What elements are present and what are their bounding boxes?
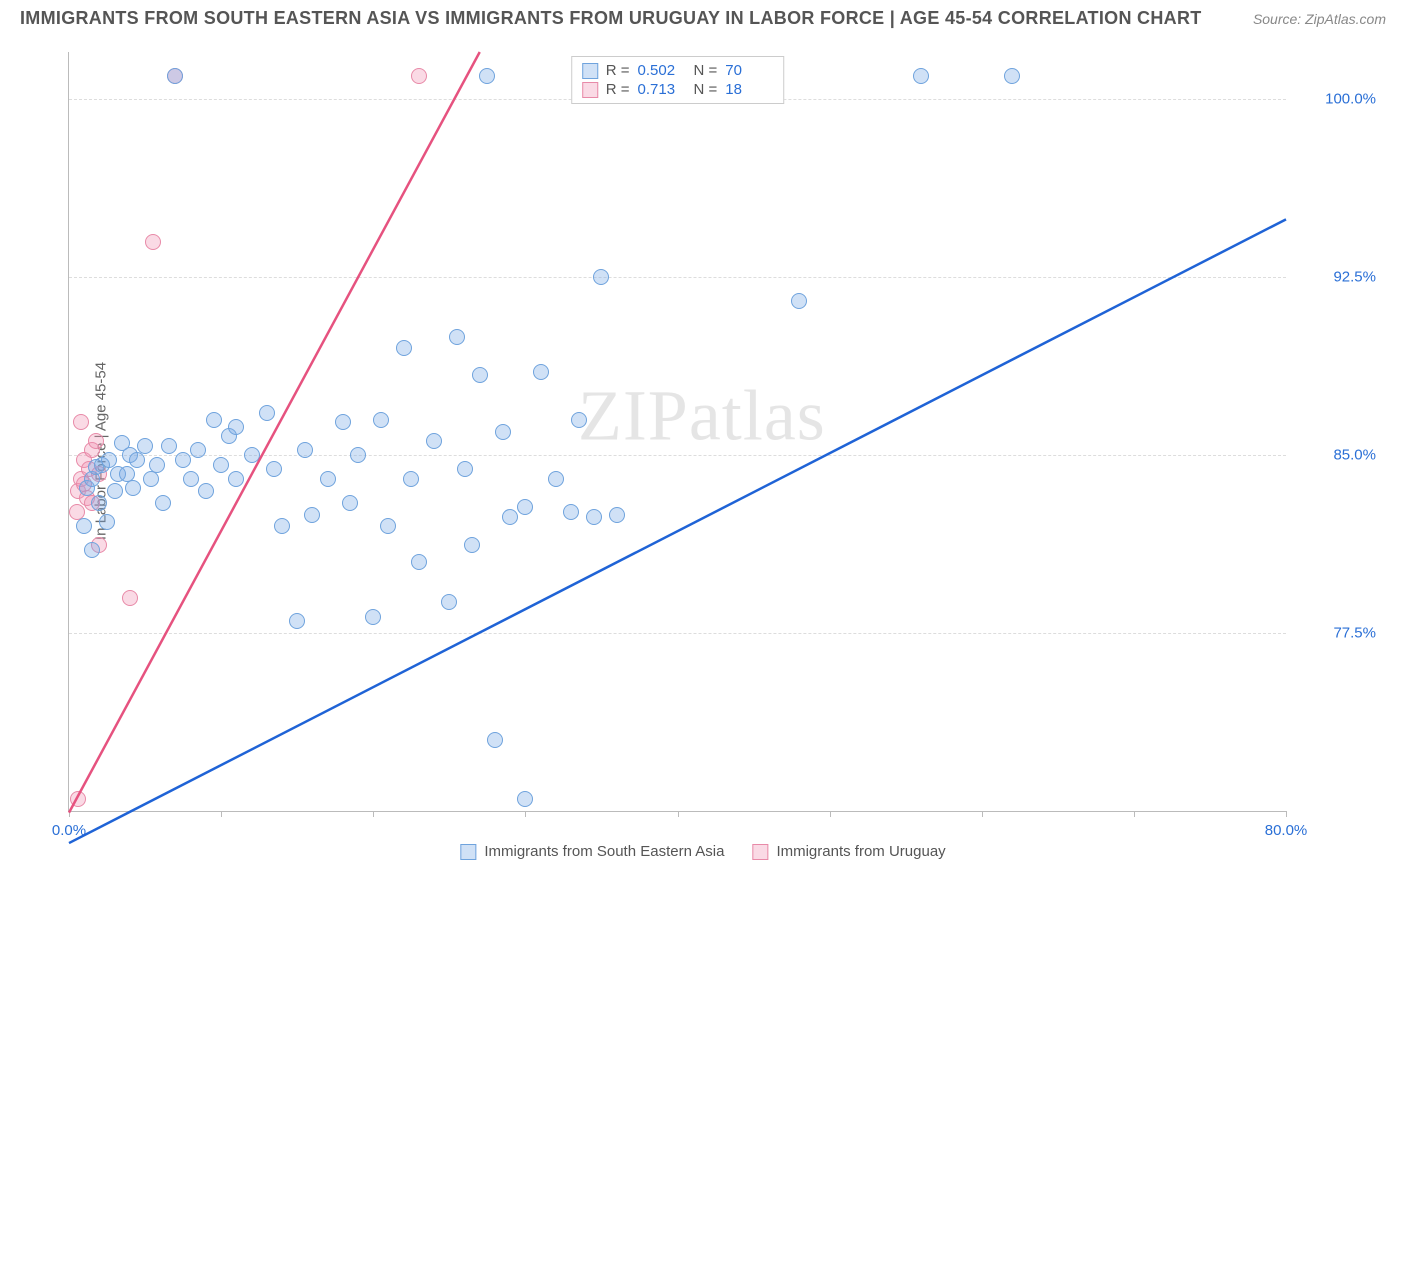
chart-area: In Labor Force | Age 45-54 ZIPatlas R = …	[20, 40, 1386, 862]
n-value-se-asia: 70	[725, 62, 773, 79]
legend-row-se-asia: R = 0.502 N = 70	[582, 61, 774, 80]
source-label: Source: ZipAtlas.com	[1253, 11, 1386, 27]
legend-row-uruguay: R = 0.713 N = 18	[582, 80, 774, 99]
trend-lines	[69, 52, 1286, 1269]
n-label: N =	[694, 62, 718, 79]
trend-line-se_asia	[69, 219, 1286, 843]
y-tick-label: 100.0%	[1296, 91, 1376, 108]
correlation-legend: R = 0.502 N = 70 R = 0.713 N = 18	[571, 56, 785, 104]
y-tick-label: 77.5%	[1296, 625, 1376, 642]
chart-title: IMMIGRANTS FROM SOUTH EASTERN ASIA VS IM…	[20, 8, 1202, 29]
n-value-uruguay: 18	[725, 81, 773, 98]
r-value-se-asia: 0.502	[638, 62, 686, 79]
r-label: R =	[606, 81, 630, 98]
r-label: R =	[606, 62, 630, 79]
x-tick	[1286, 811, 1287, 817]
swatch-uruguay	[582, 82, 598, 98]
n-label: N =	[694, 81, 718, 98]
y-tick-label: 92.5%	[1296, 269, 1376, 286]
r-value-uruguay: 0.713	[638, 81, 686, 98]
chart-header: IMMIGRANTS FROM SOUTH EASTERN ASIA VS IM…	[0, 0, 1406, 33]
trend-line-uruguay	[69, 52, 480, 813]
y-tick-label: 85.0%	[1296, 447, 1376, 464]
swatch-se-asia	[582, 63, 598, 79]
plot-region: ZIPatlas R = 0.502 N = 70 R = 0.713 N = …	[68, 52, 1286, 812]
